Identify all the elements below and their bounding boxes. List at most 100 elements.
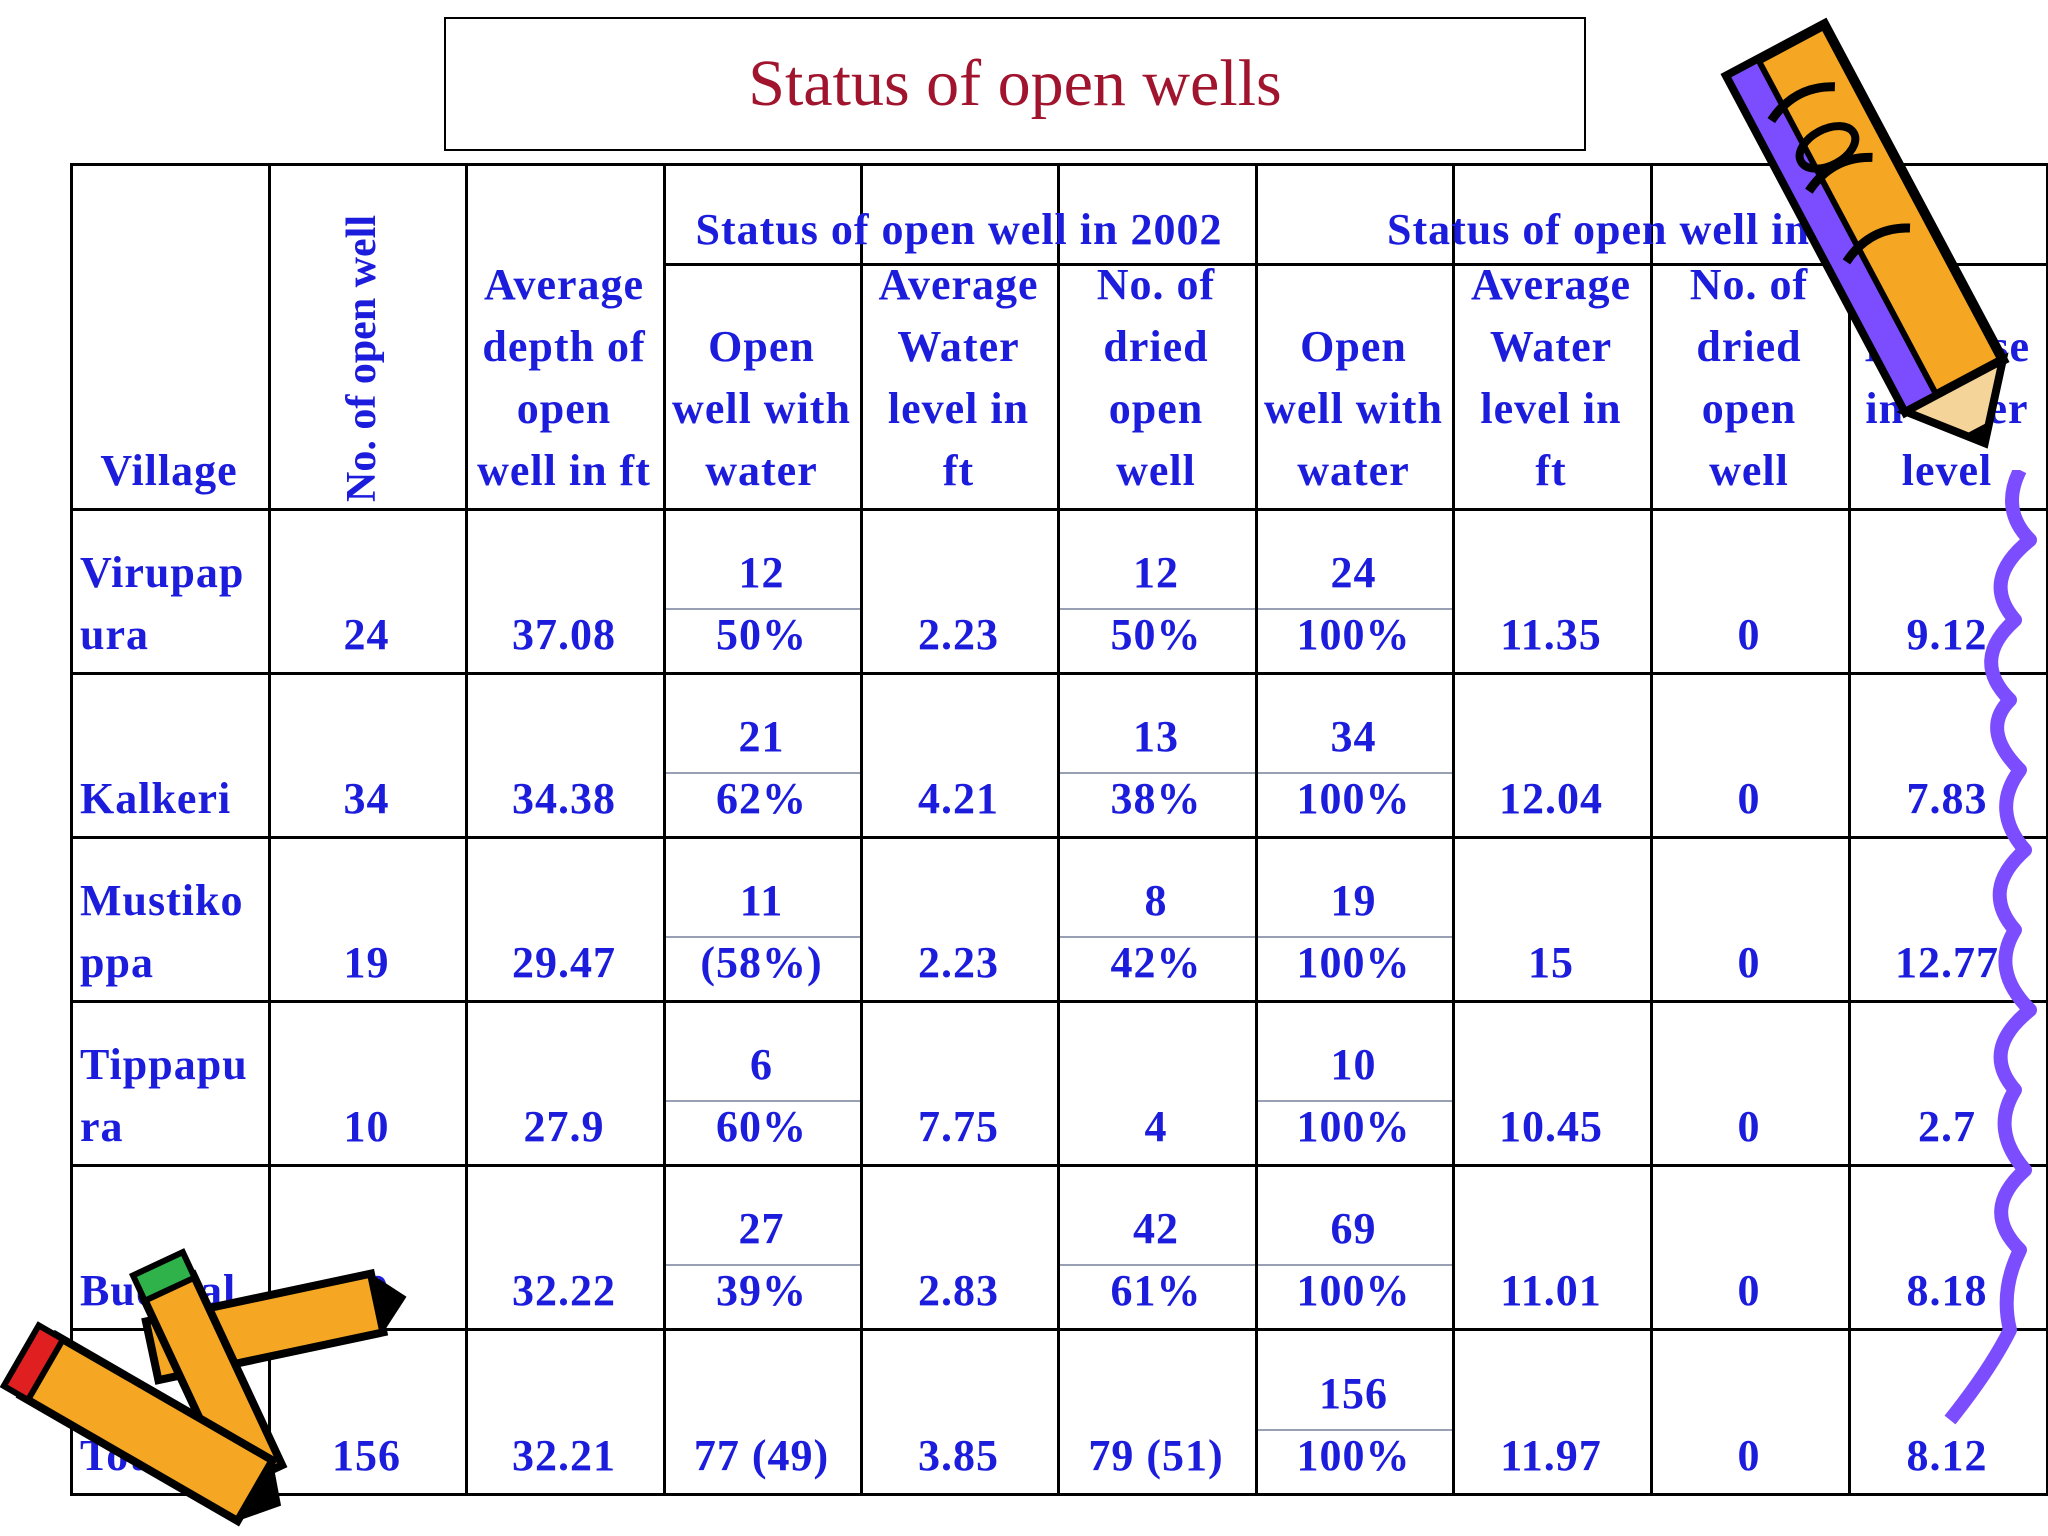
column-line [1255,163,1258,1496]
row-village-line: Virupap [80,548,245,597]
cell-water-2002-line: 27 [738,1204,785,1253]
row-village-line: ppa [80,938,154,987]
cell-increase: 9.12 [1848,604,2046,666]
pencil-icon [1720,17,2010,449]
cell-level-2007: 11.35 [1452,604,1650,666]
cell-water-2002: 6 60% [663,1034,860,1158]
header-avg-water-level-line: ft [1535,446,1567,495]
column-line [1057,163,1060,1496]
cell-water-2002-line: 60% [716,1102,807,1151]
header-no-open-well: No. of open well [339,215,385,502]
row-line [70,1328,2046,1331]
cell-dried-2007: 0 [1650,1425,1848,1487]
cell-water-2007-line: 10 [1330,1040,1377,1089]
page-title: Status of open wells [748,47,1282,120]
cell-increase-line: 8.18 [1906,1266,1988,1315]
header-no-dried-line: No. of [1689,260,1809,309]
cell-divider [1258,1264,1452,1266]
cell-level-2002: 7.75 [860,1096,1057,1158]
cell-dried-2007-line: 0 [1737,774,1761,823]
cell-water-2002-line: (58%) [700,938,823,987]
row-line [70,1000,2046,1003]
cell-wells: 34 [268,768,465,830]
cell-water-2002-line: 39% [716,1266,807,1315]
cell-depth: 32.22 [465,1260,663,1322]
header-avg-water-level-line: level in [887,384,1030,433]
header-no-dried-line: No. of [1096,260,1216,309]
cell-wells-line: 10 [343,1102,390,1151]
cell-water-2007-line: 24 [1330,548,1377,597]
cell-increase-line: 8.12 [1906,1431,1988,1480]
cell-level-2002-line: 7.75 [918,1102,999,1151]
header-no-dried-line: well [1709,446,1789,495]
row-line [70,508,2046,511]
row-line [70,836,2046,839]
header-no-dried: No. of dried open well [1057,254,1255,502]
header-avg-depth-line: Average [483,260,645,309]
cell-wells: 24 [268,604,465,666]
header-avg-depth-line: depth of [482,322,646,371]
cell-divider [1060,608,1255,610]
cell-depth-line: 29.47 [512,938,616,987]
cell-depth-line: 27.9 [523,1102,605,1151]
cell-divider [1258,1100,1452,1102]
cell-increase-line: 2.7 [1918,1102,1976,1151]
row-line [70,1164,2046,1167]
cell-water-2002-line: 11 [739,876,784,925]
cell-wells-line: 34 [343,774,390,823]
header-open-with-water-line: Open [708,322,815,371]
header-increase-line: level [1901,446,1993,495]
cell-water-2007: 19 100% [1255,870,1452,994]
cell-depth: 32.21 [465,1425,663,1487]
cell-water-2007: 10 100% [1255,1034,1452,1158]
cell-water-2002-line: 21 [738,712,785,761]
cell-level-2007: 11.97 [1452,1425,1650,1487]
cell-water-2007-line: 100% [1296,1102,1411,1151]
cell-level-2007-line: 11.97 [1500,1431,1602,1480]
header-no-dried-line: open [1108,384,1204,433]
cell-increase: 12.77 [1848,932,2046,994]
header-avg-water-level: Average Water level in ft [1452,254,1650,502]
header-open-with-water-line: water [705,446,818,495]
cell-level-2002-line: 2.83 [918,1266,999,1315]
cell-dried-2007: 0 [1650,604,1848,666]
pencils-clipart-icon [0,1248,407,1527]
column-line [2046,163,2048,1496]
cell-wells-line: 24 [343,610,390,659]
header-avg-water-level-line: Water [1489,322,1613,371]
cell-depth: 34.38 [465,768,663,830]
cell-water-2007: 24 100% [1255,542,1452,666]
cell-dried-2007: 0 [1650,932,1848,994]
cell-dried-2002: 42 61% [1057,1198,1255,1322]
header-avg-water-level: Average Water level in ft [860,254,1057,502]
cell-dried-2002-line: 38% [1110,774,1202,823]
cell-depth: 37.08 [465,604,663,666]
cell-level-2002: 2.23 [860,932,1057,994]
header-open-with-water-line: Open [1300,322,1407,371]
column-line [465,163,468,1496]
cell-level-2002: 2.83 [860,1260,1057,1322]
cell-dried-2007: 0 [1650,768,1848,830]
cell-level-2002: 2.23 [860,604,1057,666]
header-avg-depth-line: well in ft [477,446,651,495]
cell-increase-line: 12.77 [1895,938,1999,987]
cell-divider [1258,772,1452,774]
cell-water-2002-line: 6 [750,1040,773,1089]
cell-dried-2002-line: 12 [1133,548,1179,597]
row-village: Virupap ura [80,542,268,666]
cell-dried-2002-line: 42% [1110,938,1202,987]
cell-divider [1060,936,1255,938]
row-village-line: Mustiko [80,876,244,925]
cell-depth-line: 32.21 [512,1431,616,1480]
cell-dried-2002: 12 50% [1057,542,1255,666]
header-no-dried-line: dried [1696,322,1802,371]
cell-dried-2007: 0 [1650,1260,1848,1322]
cell-increase: 2.7 [1848,1096,2046,1158]
cell-depth-line: 32.22 [512,1266,616,1315]
header-avg-water-level-line: Average [1470,260,1632,309]
cell-wells-line: 19 [343,938,390,987]
row-village-line: ra [80,1102,124,1151]
cell-water-2007-line: 34 [1330,712,1377,761]
cell-level-2007-line: 15 [1528,938,1574,987]
